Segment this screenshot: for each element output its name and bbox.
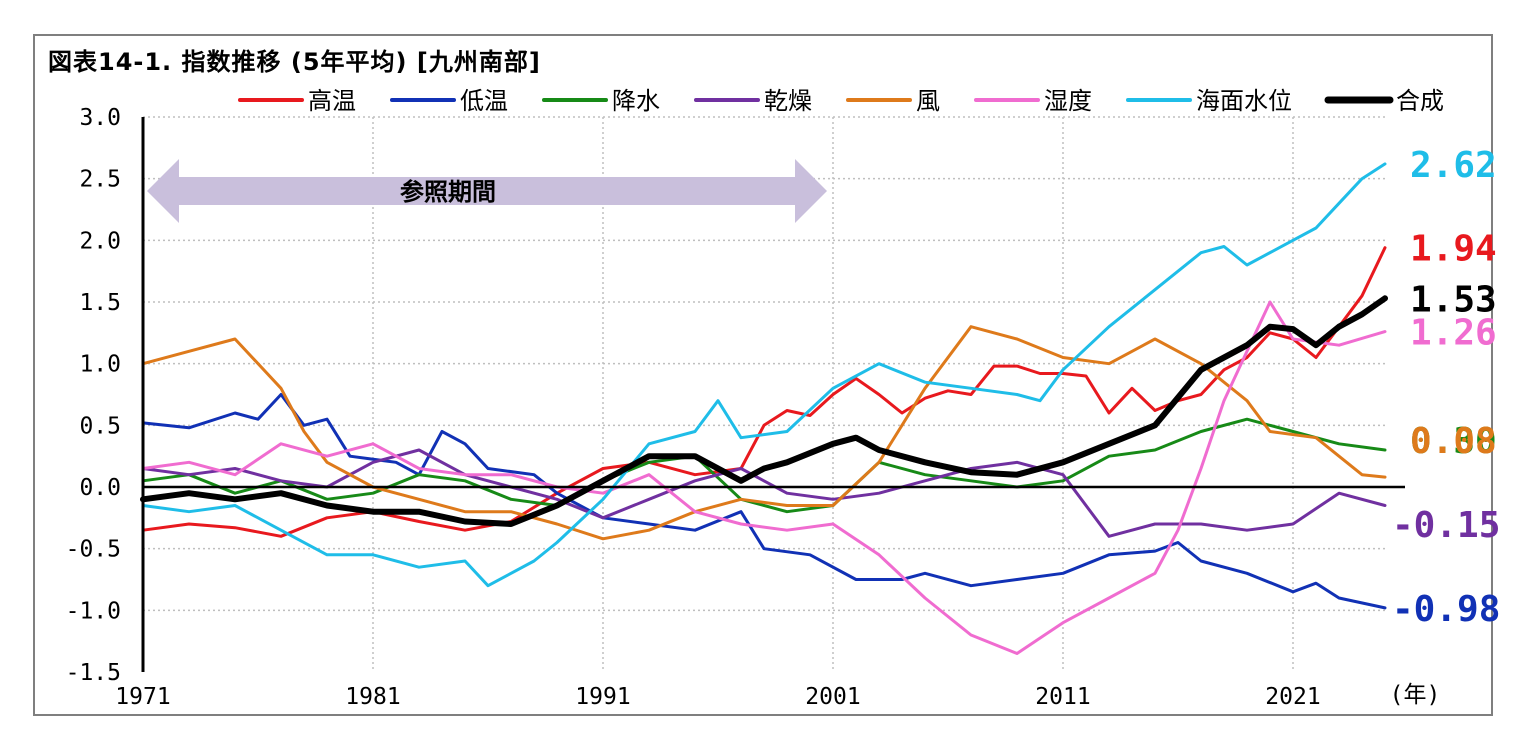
- series-line-6: [141, 162, 1387, 588]
- y-tick-label: 0.0: [79, 475, 121, 501]
- chart-title: 図表14-1. 指数推移 (5年平均) [九州南部]: [48, 48, 541, 76]
- y-tick-label: 2.0: [79, 228, 121, 254]
- legend-label-1: 低温: [460, 87, 508, 115]
- y-tick-label: 1.0: [79, 352, 121, 378]
- chart-frame: [33, 34, 1493, 716]
- series-line-0: [141, 246, 1387, 538]
- end-label-0: 1.94: [1410, 229, 1497, 270]
- y-tick-label: -1.5: [66, 660, 121, 686]
- y-tick-label: 3.0: [79, 105, 121, 131]
- legend: 高温 低温 降水 乾燥 風 湿度 海面水位 合成: [238, 87, 1444, 115]
- end-label-3: -0.15: [1392, 505, 1500, 546]
- x-tick-label: 2001: [805, 684, 860, 710]
- series-line-2: [141, 417, 1387, 514]
- end-label-1: -0.98: [1392, 589, 1500, 630]
- legend-label-4: 風: [916, 87, 940, 115]
- x-unit-label: (年): [1390, 682, 1441, 708]
- end-label-6: 2.62: [1410, 145, 1497, 186]
- series-line-1: [141, 393, 1387, 610]
- series-lines: [140, 162, 1388, 655]
- legend-label-2: 降水: [612, 87, 660, 115]
- end-label-4: 0.08: [1410, 421, 1497, 462]
- series-line-5: [141, 300, 1387, 655]
- x-tick-label: 2021: [1265, 684, 1320, 710]
- y-tick-label: -0.5: [66, 537, 121, 563]
- x-tick-label: 1981: [345, 684, 400, 710]
- x-tick-label: 2011: [1035, 684, 1090, 710]
- end-labels: 1.94 -0.98 0.30 -0.15 0.08 1.26 2.62 1.53: [1392, 145, 1500, 630]
- y-tick-label: -1.0: [66, 598, 121, 624]
- legend-label-6: 海面水位: [1196, 87, 1292, 115]
- legend-label-7: 合成: [1396, 87, 1444, 115]
- end-label-5: 1.26: [1410, 313, 1497, 354]
- x-tick-label: 1991: [575, 684, 630, 710]
- series-line-7: [140, 295, 1388, 527]
- y-tick-label: 0.5: [79, 413, 121, 439]
- legend-label-5: 湿度: [1044, 87, 1092, 115]
- legend-label-3: 乾燥: [764, 87, 812, 115]
- y-tick-label: 1.5: [79, 290, 121, 316]
- series-line-4: [141, 325, 1387, 541]
- reference-period-annotation: 参照期間: [147, 159, 827, 223]
- legend-label-0: 高温: [308, 87, 356, 115]
- reference-period-arrow: [147, 159, 827, 223]
- end-label-2: 0.30: [1410, 421, 1497, 462]
- y-tick-label: 2.5: [79, 167, 121, 193]
- reference-period-label: 参照期間: [400, 178, 496, 206]
- end-label-7: 1.53: [1410, 279, 1497, 320]
- x-tick-label: 1971: [115, 684, 170, 710]
